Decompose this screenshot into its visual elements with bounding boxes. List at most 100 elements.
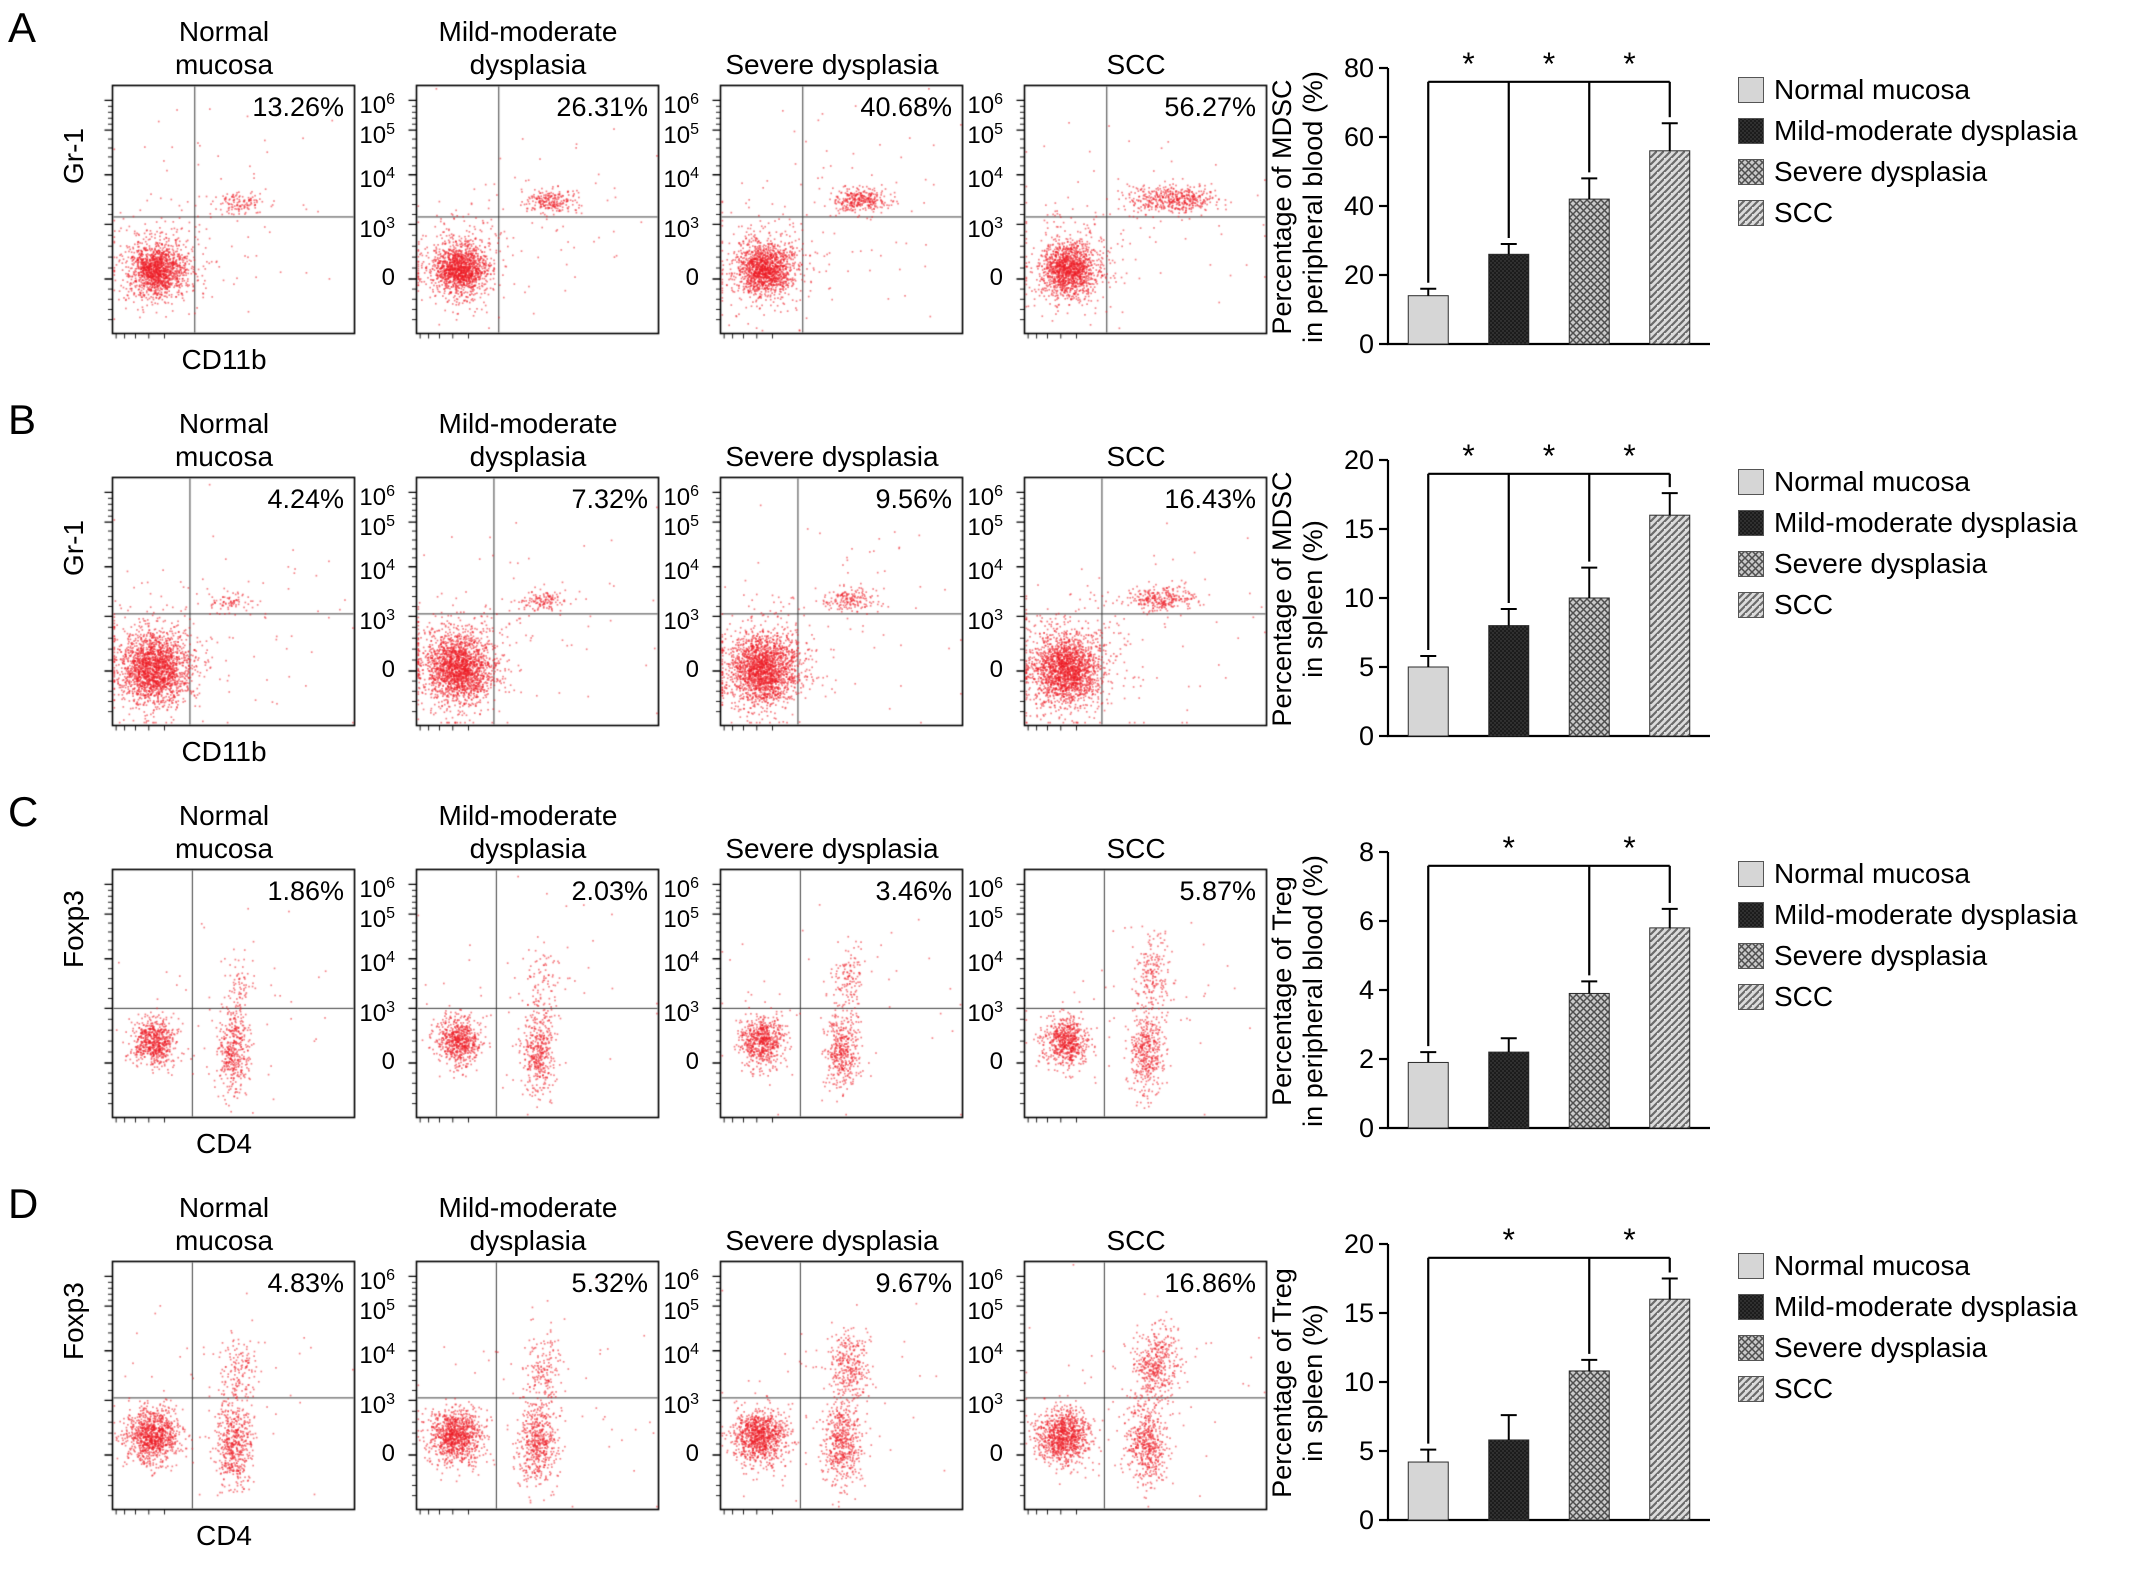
flow-y-tick-label: 106 [663, 1266, 699, 1295]
legend-swatch-rect [1738, 1335, 1764, 1361]
flow-panel-title-line: mucosa [174, 441, 274, 472]
significance-star: * [1623, 46, 1635, 82]
flow-y-axis: 106 105 104 103 0 [964, 1260, 1004, 1518]
bar-chart-y-axis-title: Percentage of Treg in spleen (%) [1267, 1208, 1329, 1558]
y-axis-tick-label: 15 [1344, 1298, 1374, 1328]
bar [1488, 1439, 1530, 1521]
legend-swatch [1738, 984, 1764, 1010]
flow-panel-title-line: Severe dysplasia [725, 1225, 939, 1256]
bar-chart: 0 5 10 15 20 * * [1328, 1208, 1724, 1565]
quadrant-percentage: 3.46% [875, 876, 952, 906]
legend-item: Severe dysplasia [1738, 1332, 2077, 1364]
legend-swatch [1738, 1253, 1764, 1279]
flow-panel: Mild-moderate dysplasia 106 105 104 103 0 5.32% [356, 1180, 660, 1554]
quadrant-percentage: 4.24% [267, 484, 344, 514]
significance-star: * [1462, 46, 1474, 82]
flow-x-axis-label: CD11b [181, 736, 267, 767]
flow-panel-title: Severe dysplasia [700, 788, 964, 868]
flow-plot: 106 105 104 103 0 9.67% [660, 1260, 964, 1518]
flow-y-tick-label: 105 [663, 1296, 699, 1325]
flow-panel-title: SCC [1004, 788, 1268, 868]
bar [1488, 1051, 1530, 1129]
bar [1649, 514, 1691, 737]
flow-y-tick-label: 103 [967, 214, 1003, 243]
bar-chart-y-axis-title: Percentage of Treg in peripheral blood (%… [1267, 816, 1328, 1166]
legend-label: Mild-moderate dysplasia [1774, 115, 2078, 146]
bar-chart-y-axis-title-text: Percentage of Treg in spleen (%) [1267, 1268, 1329, 1498]
flow-y-tick-label: 103 [967, 998, 1003, 1027]
y-axis-tick-label: 10 [1344, 1367, 1374, 1397]
panel-letter: B [8, 396, 37, 443]
flow-y-axis: 106 105 104 103 0 [356, 868, 396, 1126]
flow-y-tick-label: 106 [663, 90, 699, 119]
legend-label: Mild-moderate dysplasia [1774, 1291, 2078, 1322]
legend-swatch [1738, 902, 1764, 928]
flow-panel: SCC 106 105 104 103 0 16.43% [964, 396, 1268, 770]
flow-y-tick-label: 106 [359, 1266, 395, 1295]
flow-y-tick-label: 103 [967, 1390, 1003, 1419]
flow-x-axis-label [1004, 734, 1268, 770]
flow-plot: 106 105 104 103 0 16.43% [964, 476, 1268, 734]
bar-chart-svg: 0 5 10 15 20 * * * [1344, 438, 1710, 751]
flow-y-tick-label: 106 [663, 874, 699, 903]
chart-legend: Normal mucosa Mild-moderate dysplasia Seve… [1738, 858, 2077, 1022]
legend-swatch [1738, 551, 1764, 577]
legend-swatch-rect [1738, 77, 1764, 103]
legend-label: Severe dysplasia [1774, 1332, 1988, 1363]
flow-y-tick-label: 106 [967, 1266, 1003, 1295]
flow-y-axis: 106 105 104 103 0 [356, 476, 396, 734]
flow-scatter-canvas [396, 1260, 660, 1518]
flow-plot: Gr-1 13.26% [52, 84, 356, 342]
bar [1568, 597, 1610, 737]
legend-swatch [1738, 1294, 1764, 1320]
y-title-line: Percentage of MDSC [1267, 79, 1297, 335]
flow-panel-title-line: dysplasia [469, 1225, 587, 1256]
flow-panel-title-line: SCC [1106, 833, 1166, 864]
legend-label: SCC [1774, 589, 1834, 620]
flow-plot: 106 105 104 103 0 7.32% [356, 476, 660, 734]
y-title-line: in spleen (%) [1298, 1304, 1328, 1462]
quadrant-percentage: 26.31% [556, 92, 648, 122]
bar-chart-y-axis-title-text: Percentage of MDSC in peripheral blood (%… [1267, 71, 1329, 343]
flow-y-tick-label: 104 [967, 165, 1003, 194]
flow-y-tick-label: 0 [989, 656, 1003, 684]
quadrant-percentage: 4.83% [267, 1268, 344, 1298]
flow-plot: 106 105 104 103 0 26.31% [356, 84, 660, 342]
flow-y-tick-label: 105 [663, 512, 699, 541]
flow-y-tick-label: 106 [967, 90, 1003, 119]
legend-item: Severe dysplasia [1738, 940, 2077, 972]
legend-label: Normal mucosa [1774, 74, 1971, 105]
flow-panel-title-line: Mild-moderate [438, 16, 618, 47]
flow-y-axis: 106 105 104 103 0 [964, 868, 1004, 1126]
flow-y-tick-label: 103 [663, 606, 699, 635]
flow-y-tick-label: 0 [381, 264, 395, 292]
flow-plot: 106 105 104 103 0 9.56% [660, 476, 964, 734]
flow-y-tick-label: 104 [359, 557, 395, 586]
flow-scatter-canvas [1004, 1260, 1268, 1518]
flow-panel-title: Severe dysplasia [700, 396, 964, 476]
flow-y-tick-label: 106 [967, 874, 1003, 903]
figure-row-c: C Normal mucosa Foxp3 1.86% CD4 Mild-moderate d… [8, 788, 2150, 1180]
significance-star: * [1623, 438, 1635, 474]
legend-item: Mild-moderate dysplasia [1738, 115, 2077, 147]
flow-panel-title: Normal mucosa [92, 4, 356, 84]
y-axis-tick-label: 0 [1359, 1113, 1374, 1143]
flow-scatter-canvas [396, 84, 660, 342]
flow-y-tick-label: 106 [359, 874, 395, 903]
flow-panel-title: Severe dysplasia [700, 4, 964, 84]
figure-row-b: B Normal mucosa Gr-1 4.24% CD11b Mild-moderate… [8, 396, 2150, 788]
flow-panel-title: SCC [1004, 396, 1268, 476]
chart-legend: Normal mucosa Mild-moderate dysplasia Seve… [1738, 466, 2077, 630]
legend-item: Mild-moderate dysplasia [1738, 899, 2077, 931]
flow-panel-title: Severe dysplasia [700, 1180, 964, 1260]
flow-panel: SCC 106 105 104 103 0 56.27% [964, 4, 1268, 378]
flow-panel-title: Mild-moderate dysplasia [396, 1180, 660, 1260]
quadrant-percentage: 9.67% [875, 1268, 952, 1298]
flow-y-tick-label: 0 [989, 1440, 1003, 1468]
flow-y-tick-label: 103 [663, 214, 699, 243]
flow-plot: 106 105 104 103 0 16.86% [964, 1260, 1268, 1518]
flow-y-tick-label: 104 [967, 1341, 1003, 1370]
legend-swatch-rect [1738, 159, 1764, 185]
flow-panel: Severe dysplasia 106 105 104 103 0 9.56% [660, 396, 964, 770]
